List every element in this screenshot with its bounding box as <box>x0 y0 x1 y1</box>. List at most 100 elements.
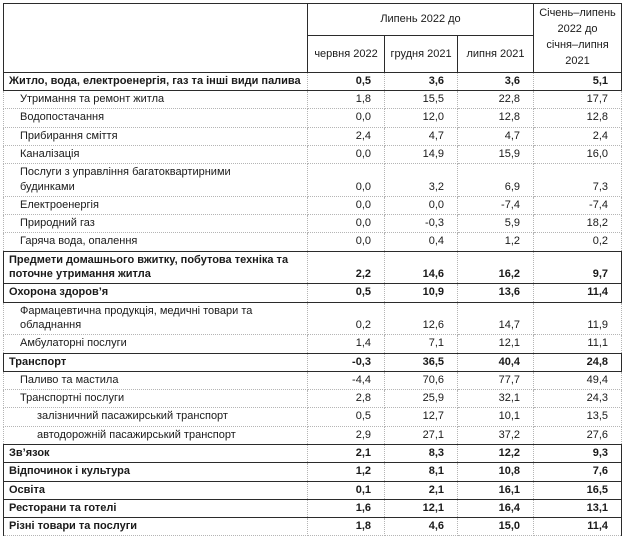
cell-value: 6,9 <box>457 163 534 197</box>
cell-value: 2,1 <box>307 443 385 464</box>
cell-value: 8,3 <box>384 443 458 464</box>
cell-value: 10,9 <box>384 283 458 303</box>
cell-value: 10,8 <box>457 462 534 482</box>
table-row: залізничний пасажирський транспорт 0,5 12,… <box>3 407 622 427</box>
cell-value: 12,2 <box>457 443 534 464</box>
cell-value: 12,6 <box>384 301 458 336</box>
row-label-header <box>3 3 308 73</box>
cell-value: 15,5 <box>384 90 458 110</box>
cell-value: 0,0 <box>307 163 385 197</box>
table-row: Транспортні послуги 2,8 25,9 32,1 24,3 <box>3 389 622 409</box>
cell-value: 0,0 <box>384 195 458 216</box>
row-label: автодорожній пасажирський транспорт <box>3 425 308 445</box>
cell-value: 16,2 <box>457 250 534 285</box>
table-row: Утримання та ремонт житла 1,8 15,5 22,8 17,7 <box>3 90 622 110</box>
cell-value: 12,8 <box>533 108 622 128</box>
row-label: Зв’язок <box>3 443 308 464</box>
row-label: Прибирання сміття <box>3 126 308 146</box>
cell-value: 77,7 <box>457 370 534 391</box>
table-row: Освіта 0,1 2,1 16,1 16,5 <box>3 480 622 500</box>
table-row: Прибирання сміття 2,4 4,7 4,7 2,4 <box>3 126 622 146</box>
cell-value: 5,1 <box>533 71 622 92</box>
row-label: Транспортні послуги <box>3 389 308 409</box>
row-label: Послуги з управління багатоквартирними б… <box>3 163 308 197</box>
table-row: Транспорт -0,3 36,5 40,4 24,8 <box>3 352 622 372</box>
cell-value: 13,6 <box>457 283 534 303</box>
cell-value: 16,5 <box>533 480 622 500</box>
cell-value: 9,7 <box>533 250 622 285</box>
cpi-table: Липень 2022 до Січень–липень 2022 до січ… <box>3 2 622 536</box>
row-label: Транспорт <box>3 352 308 372</box>
cell-value: 13,5 <box>533 407 622 427</box>
table-row: Амбулаторні послуги 1,4 7,1 12,1 11,1 <box>3 334 622 354</box>
ytd-column-header: Січень–липень 2022 до січня–липня 2021 <box>533 3 622 73</box>
row-label: Водопостачання <box>3 108 308 128</box>
cell-value: 24,8 <box>533 352 622 372</box>
cell-value: 7,6 <box>533 462 622 482</box>
table-header: Липень 2022 до Січень–липень 2022 до січ… <box>3 2 622 73</box>
cell-value: 15,9 <box>457 144 534 165</box>
col-header-july-2021: липня 2021 <box>457 35 534 73</box>
table-row: Гаряча вода, опалення 0,0 0,4 1,2 0,2 <box>3 232 622 252</box>
cell-value: 0,0 <box>307 144 385 165</box>
cell-value: 14,6 <box>384 250 458 285</box>
row-label: Природний газ <box>3 214 308 234</box>
cell-value: 4,6 <box>384 517 458 536</box>
table-row: Електроенергія 0,0 0,0 -7,4 -7,4 <box>3 195 622 216</box>
cell-value: 13,1 <box>533 498 622 519</box>
row-label: Каналізація <box>3 144 308 165</box>
cell-value: 16,4 <box>457 498 534 519</box>
table-row: Водопостачання 0,0 12,0 12,8 12,8 <box>3 108 622 128</box>
cell-value: 14,7 <box>457 301 534 336</box>
cell-value: 2,8 <box>307 389 385 409</box>
cell-value: 7,1 <box>384 334 458 354</box>
cell-value: 16,1 <box>457 480 534 500</box>
table-row: Зв’язок 2,1 8,3 12,2 9,3 <box>3 443 622 464</box>
cell-value: 14,9 <box>384 144 458 165</box>
row-label: Освіта <box>3 480 308 500</box>
cell-value: 70,6 <box>384 370 458 391</box>
header-row-group: Липень 2022 до Січень–липень 2022 до січ… <box>3 2 622 73</box>
cell-value: 4,7 <box>457 126 534 146</box>
cell-value: 0,5 <box>307 71 385 92</box>
cell-value: 0,2 <box>533 232 622 252</box>
cell-value: 10,1 <box>457 407 534 427</box>
table-row: Житло, вода, електроенергія, газ та інші… <box>3 71 622 92</box>
cell-value: 11,1 <box>533 334 622 354</box>
row-label: Електроенергія <box>3 195 308 216</box>
period-group-header: Липень 2022 до <box>307 2 534 37</box>
cell-value: 37,2 <box>457 425 534 445</box>
table-row: Відпочинок і культура 1,2 8,1 10,8 7,6 <box>3 462 622 482</box>
cell-value: 1,8 <box>307 90 385 110</box>
cell-value: 2,9 <box>307 425 385 445</box>
cell-value: 5,9 <box>457 214 534 234</box>
cell-value: 0,5 <box>307 407 385 427</box>
col-header-december-2021: грудня 2021 <box>384 35 458 73</box>
cell-value: 1,6 <box>307 498 385 519</box>
cell-value: 27,6 <box>533 425 622 445</box>
row-label: Амбулаторні послуги <box>3 334 308 354</box>
table-row: Фармацевтична продукція, медичні товари … <box>3 301 622 336</box>
cell-value: 0,1 <box>307 480 385 500</box>
cell-value: 1,2 <box>307 462 385 482</box>
cell-value: -4,4 <box>307 370 385 391</box>
cell-value: 4,7 <box>384 126 458 146</box>
cell-value: 25,9 <box>384 389 458 409</box>
cell-value: 0,0 <box>307 108 385 128</box>
cell-value: 0,2 <box>307 301 385 336</box>
cell-value: 1,8 <box>307 517 385 536</box>
cell-value: 12,1 <box>457 334 534 354</box>
cell-value: 0,4 <box>384 232 458 252</box>
cell-value: -7,4 <box>457 195 534 216</box>
cell-value: 3,6 <box>457 71 534 92</box>
cell-value: 32,1 <box>457 389 534 409</box>
cell-value: 12,0 <box>384 108 458 128</box>
cell-value: 3,2 <box>384 163 458 197</box>
cell-value: 11,4 <box>533 517 622 536</box>
table-row: Природний газ 0,0 -0,3 5,9 18,2 <box>3 214 622 234</box>
cell-value: 40,4 <box>457 352 534 372</box>
col-header-june-2022: червня 2022 <box>307 35 385 73</box>
cell-value: 9,3 <box>533 443 622 464</box>
cell-value: 18,2 <box>533 214 622 234</box>
cell-value: 8,1 <box>384 462 458 482</box>
